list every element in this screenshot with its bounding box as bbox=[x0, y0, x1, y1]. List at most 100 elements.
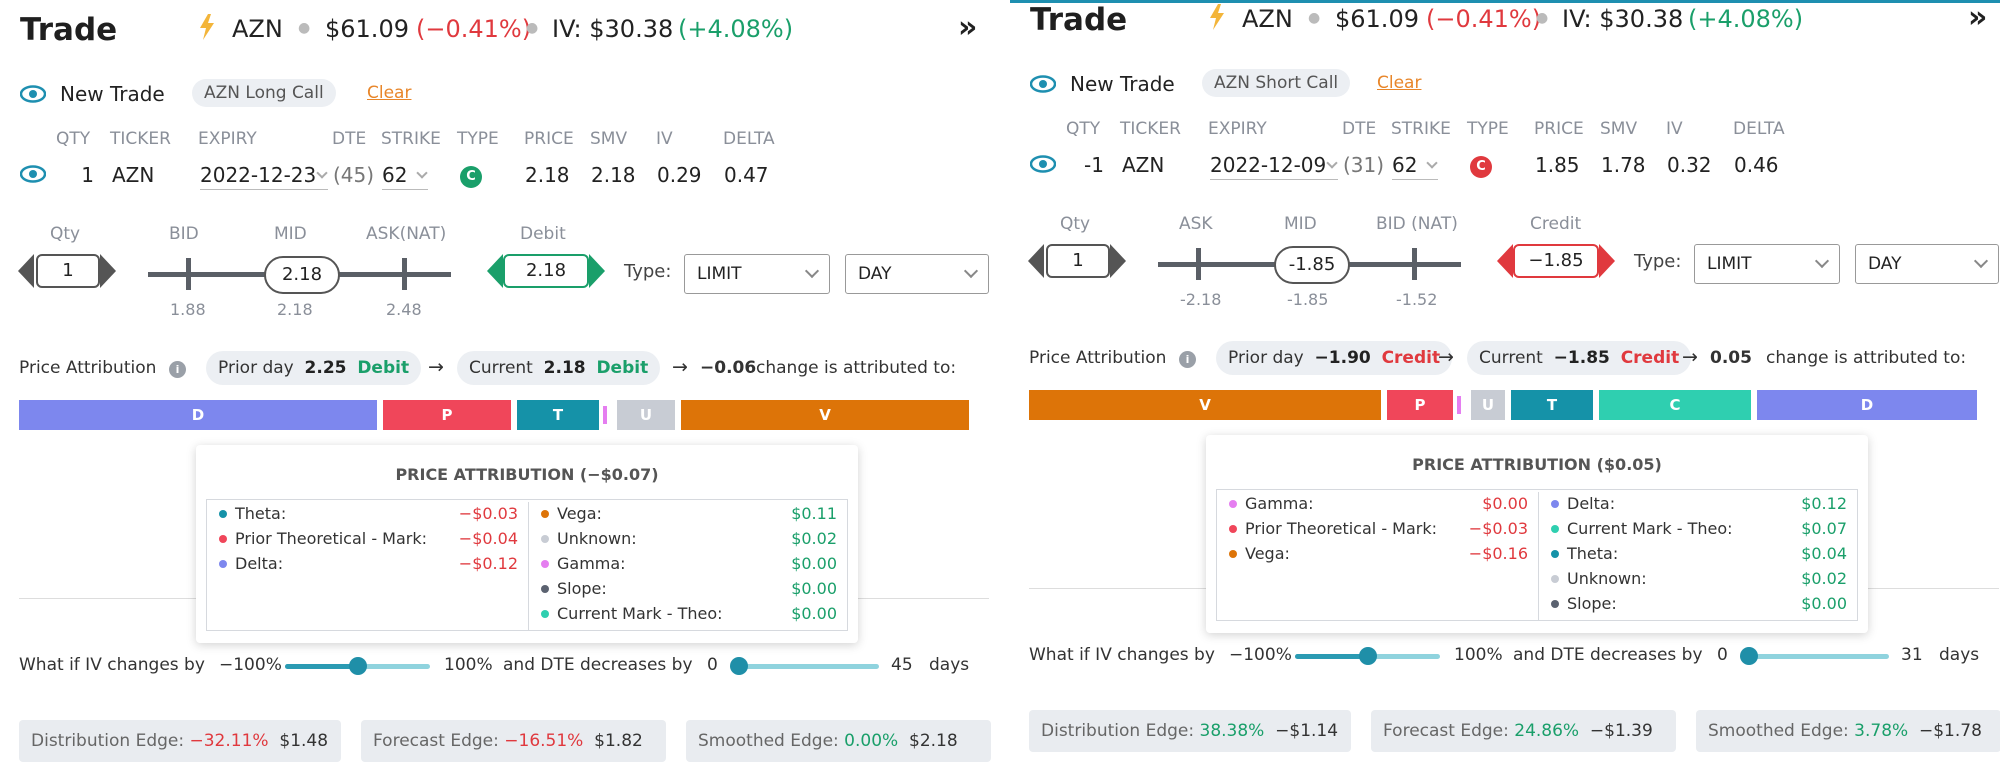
qty-increment-icon[interactable] bbox=[100, 254, 116, 288]
collapse-chevron-icon[interactable]: » bbox=[1968, 0, 1988, 35]
dte-slider-knob[interactable] bbox=[1740, 647, 1758, 665]
attribution-value: $0.00 bbox=[1801, 594, 1847, 613]
attribution-row: Gamma: $0.00 bbox=[1217, 492, 1538, 517]
side-right-arrow-icon bbox=[1599, 244, 1615, 278]
qty-decrement-icon[interactable] bbox=[1028, 244, 1044, 278]
iv-slider-fill bbox=[1295, 654, 1369, 659]
expiry-select[interactable]: 2022-12-09 bbox=[1210, 153, 1338, 180]
clear-link[interactable]: Clear bbox=[367, 83, 412, 103]
trade-panel: Trade AZN ● $61.09 (−0.41%) ● IV: $30.38… bbox=[18, 10, 991, 762]
attribution-name: Current Mark - Theo: bbox=[1567, 519, 1733, 538]
attribution-row: Delta: $0.12 bbox=[1539, 492, 1857, 517]
limit-price-handle[interactable]: 2.18 bbox=[264, 256, 340, 294]
info-icon[interactable]: i bbox=[1179, 351, 1196, 368]
eye-icon[interactable] bbox=[20, 165, 46, 183]
call-type-badge: C bbox=[1470, 156, 1492, 178]
qty-input[interactable]: 1 bbox=[1046, 244, 1110, 278]
attribution-value: −$0.03 bbox=[1468, 519, 1528, 538]
attribution-segment-u[interactable]: U bbox=[1471, 390, 1505, 420]
limit-price-handle[interactable]: -1.85 bbox=[1274, 246, 1350, 284]
legend-dot-icon bbox=[541, 560, 549, 568]
side-left-arrow-icon bbox=[487, 254, 503, 288]
attribution-marker[interactable] bbox=[603, 400, 611, 430]
collapse-chevron-icon[interactable]: » bbox=[958, 10, 978, 45]
dte-slider-track[interactable] bbox=[1743, 654, 1889, 659]
attribution-segment-u[interactable]: U bbox=[617, 400, 675, 430]
order-type-label: Type: bbox=[1634, 251, 1682, 272]
left-price-value: -2.18 bbox=[1180, 290, 1222, 309]
col-header-smv: SMV bbox=[590, 129, 628, 149]
col-header-smv: SMV bbox=[1600, 119, 1638, 139]
popup-right-column: Delta: $0.12 Current Mark - Theo: $0.07 Thet… bbox=[1539, 492, 1857, 620]
right-price-value: 2.48 bbox=[386, 300, 422, 319]
attribution-marker[interactable] bbox=[1457, 390, 1465, 420]
attribution-segment-c[interactable]: C bbox=[1599, 390, 1751, 420]
eye-icon[interactable] bbox=[1030, 155, 1056, 173]
qty-increment-icon[interactable] bbox=[1110, 244, 1126, 278]
legend-dot-icon bbox=[219, 535, 227, 543]
attribution-value: −$0.04 bbox=[458, 529, 518, 548]
popup-title: PRICE ATTRIBUTION ($0.05) bbox=[1412, 455, 1662, 474]
iv-slider-knob[interactable] bbox=[349, 657, 367, 675]
attribution-name: Slope: bbox=[1567, 594, 1617, 613]
attribution-name: Gamma: bbox=[1245, 494, 1314, 513]
qty-decrement-icon[interactable] bbox=[18, 254, 34, 288]
qty-input[interactable]: 1 bbox=[36, 254, 100, 288]
dte-slider-knob[interactable] bbox=[730, 657, 748, 675]
attribution-segment-v[interactable]: V bbox=[681, 400, 969, 430]
iv-slider-fill bbox=[285, 664, 359, 669]
info-icon[interactable]: i bbox=[169, 361, 186, 378]
clear-link[interactable]: Clear bbox=[1377, 73, 1422, 93]
strategy-chip: AZN Short Call bbox=[1202, 69, 1351, 97]
smoothed-edge-card: Smoothed Edge: 3.78% −$1.78 bbox=[1696, 710, 2000, 752]
attribution-segment-p[interactable]: P bbox=[1387, 390, 1453, 420]
attribution-change-text: change is attributed to: bbox=[756, 358, 957, 378]
attribution-row: Unknown: $0.02 bbox=[529, 527, 847, 552]
col-header-dte: DTE bbox=[1342, 119, 1377, 139]
iv-max-label: 100% bbox=[1454, 645, 1503, 665]
strike-select[interactable]: 62 bbox=[1392, 153, 1438, 180]
time-in-force-select[interactable]: DAY bbox=[845, 254, 989, 294]
attribution-segment-t[interactable]: T bbox=[1511, 390, 1593, 420]
order-type-select[interactable]: LIMIT bbox=[1694, 244, 1840, 284]
legend-dot-icon bbox=[541, 510, 549, 518]
lightning-icon bbox=[1210, 4, 1224, 30]
attribution-segment-d[interactable]: D bbox=[19, 400, 377, 430]
col-header-price: PRICE bbox=[524, 129, 574, 149]
leg-qty: 1 bbox=[81, 163, 94, 187]
eye-icon[interactable] bbox=[1030, 75, 1056, 93]
net-price-input[interactable]: −1.85 bbox=[1513, 244, 1599, 278]
time-in-force-select[interactable]: DAY bbox=[1855, 244, 1999, 284]
ticker-symbol: AZN bbox=[1242, 5, 1293, 33]
iv-label: IV: $30.38 bbox=[1562, 5, 1684, 33]
popup-right-column: Vega: $0.11 Unknown: $0.02 Gamma: $0.00 Slope:… bbox=[529, 502, 847, 630]
col-header-delta: DELTA bbox=[1733, 119, 1785, 139]
dte-slider-track[interactable] bbox=[733, 664, 879, 669]
leg-ticker: AZN bbox=[1122, 153, 1165, 177]
legend-dot-icon bbox=[541, 535, 549, 543]
dte-whatif-label: and DTE decreases by bbox=[503, 655, 693, 675]
right-price-tick bbox=[402, 258, 407, 290]
legend-dot-icon bbox=[1229, 550, 1237, 558]
iv-max-label: 100% bbox=[444, 655, 493, 675]
strike-select[interactable]: 62 bbox=[382, 163, 428, 190]
attribution-segment-p[interactable]: P bbox=[383, 400, 511, 430]
iv-slider-knob[interactable] bbox=[1359, 647, 1377, 665]
attribution-row: Current Mark - Theo: $0.07 bbox=[1539, 517, 1857, 542]
ticker-symbol: AZN bbox=[232, 15, 283, 43]
leg-iv: 0.32 bbox=[1667, 153, 1712, 177]
eye-icon[interactable] bbox=[20, 85, 46, 103]
attribution-value: $0.00 bbox=[1482, 494, 1528, 513]
days-label: days bbox=[1939, 645, 1980, 665]
right-price-tick bbox=[1412, 248, 1417, 280]
order-type-select[interactable]: LIMIT bbox=[684, 254, 830, 294]
attribution-segment-d[interactable]: D bbox=[1757, 390, 1977, 420]
expiry-select[interactable]: 2022-12-23 bbox=[200, 163, 328, 190]
attribution-segment-v[interactable]: V bbox=[1029, 390, 1381, 420]
attribution-segment-t[interactable]: T bbox=[517, 400, 599, 430]
attribution-value: $0.07 bbox=[1801, 519, 1847, 538]
net-price-input[interactable]: 2.18 bbox=[503, 254, 589, 288]
attribution-value: −$0.12 bbox=[458, 554, 518, 573]
attribution-name: Delta: bbox=[1567, 494, 1616, 513]
right-price-value: -1.52 bbox=[1396, 290, 1438, 309]
